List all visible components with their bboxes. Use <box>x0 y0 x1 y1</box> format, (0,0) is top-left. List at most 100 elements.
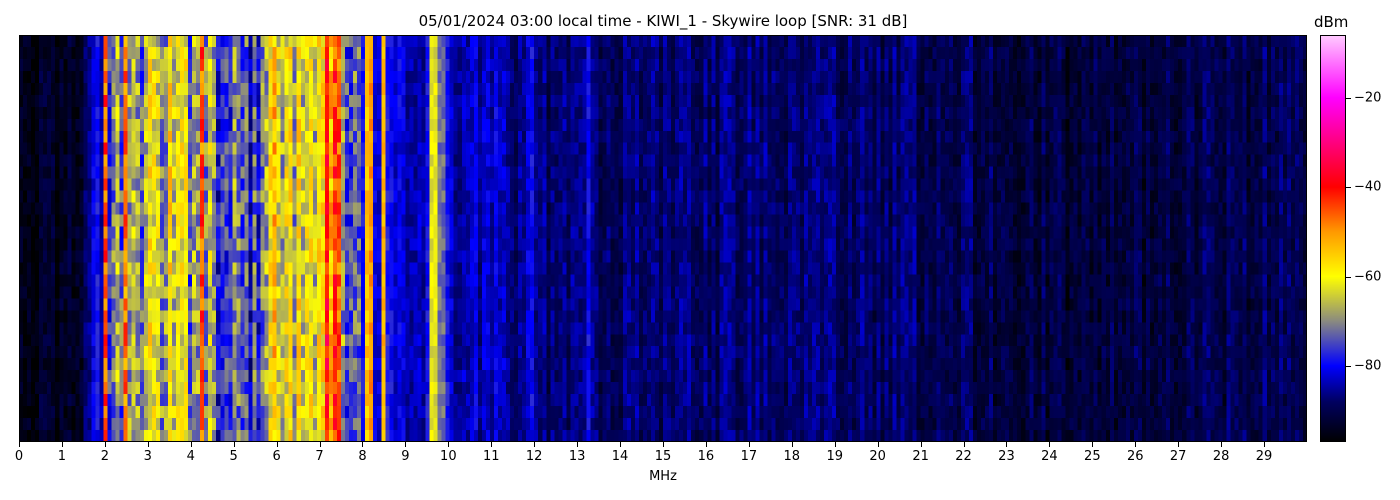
heatmap-cell <box>489 178 495 192</box>
heatmap-cell <box>87 418 93 431</box>
heatmap-cell <box>433 178 439 192</box>
heatmap-cell <box>461 298 467 311</box>
heatmap-cell <box>602 274 608 287</box>
heatmap-cell <box>71 190 76 204</box>
heatmap-cell <box>264 142 270 156</box>
heatmap-cell <box>51 406 56 419</box>
heatmap-cell <box>542 274 547 287</box>
heatmap-cell <box>196 382 201 395</box>
heatmap-cell <box>284 118 290 132</box>
heatmap-cell <box>369 178 374 192</box>
heatmap-cell <box>264 430 270 442</box>
heatmap-cell <box>586 118 592 132</box>
heatmap-cell <box>163 106 169 120</box>
heatmap-cell <box>91 46 97 60</box>
heatmap-cell <box>381 190 386 204</box>
heatmap-cell <box>188 430 193 442</box>
heatmap-cell <box>373 358 378 371</box>
heatmap-cell <box>518 202 523 216</box>
heatmap-cell <box>111 82 117 96</box>
heatmap-cell <box>357 238 362 252</box>
heatmap-cell <box>477 46 483 60</box>
heatmap-cell <box>574 418 580 431</box>
heatmap-cell <box>59 35 64 48</box>
heatmap-cell <box>268 190 274 204</box>
heatmap-cell <box>264 82 270 96</box>
heatmap-cell <box>260 346 266 359</box>
heatmap-cell <box>252 46 258 60</box>
heatmap-cell <box>312 298 318 311</box>
heatmap-cell <box>139 106 145 120</box>
heatmap-cell <box>316 82 322 96</box>
heatmap-cell <box>349 286 354 299</box>
heatmap-cell <box>324 178 330 192</box>
heatmap-cell <box>473 418 479 431</box>
heatmap-cell <box>83 274 89 287</box>
heatmap-cell <box>188 202 193 216</box>
heatmap-cell <box>63 82 68 96</box>
heatmap-cell <box>481 106 487 120</box>
heatmap-cell <box>248 298 254 311</box>
heatmap-cell <box>546 94 551 108</box>
heatmap-cell <box>493 202 499 216</box>
heatmap-cell <box>55 70 60 84</box>
heatmap-cell <box>139 418 145 431</box>
heatmap-cell <box>75 274 80 287</box>
heatmap-cell <box>477 370 483 383</box>
heatmap-cell <box>79 430 85 442</box>
heatmap-cell <box>369 94 374 108</box>
heatmap-cell <box>304 430 310 442</box>
heatmap-cell <box>453 334 459 347</box>
heatmap-cell <box>155 298 161 311</box>
heatmap-cell <box>485 382 491 395</box>
heatmap-cell <box>143 262 149 276</box>
heatmap-cell <box>502 190 507 204</box>
heatmap-cell <box>123 346 129 359</box>
heatmap-cell <box>232 58 237 72</box>
heatmap-cell <box>574 166 580 180</box>
heatmap-cell <box>606 298 612 311</box>
heatmap-cell <box>119 130 125 144</box>
heatmap-cell <box>272 118 278 132</box>
heatmap-cell <box>304 322 310 335</box>
heatmap-cell <box>562 94 568 108</box>
heatmap-cell <box>260 322 266 335</box>
heatmap-cell <box>320 154 326 168</box>
heatmap-cell <box>514 118 519 132</box>
heatmap-cell <box>421 418 427 431</box>
heatmap-cell <box>518 154 523 168</box>
heatmap-cell <box>514 166 519 180</box>
heatmap-cell <box>111 358 117 371</box>
heatmap-cell <box>489 154 495 168</box>
heatmap-cell <box>188 262 193 276</box>
heatmap-cell <box>345 106 350 120</box>
heatmap-cell <box>200 46 205 60</box>
heatmap-cell <box>578 35 584 48</box>
heatmap-cell <box>280 94 286 108</box>
heatmap-cell <box>554 322 559 335</box>
heatmap-cell <box>465 358 471 371</box>
heatmap-cell <box>401 394 407 407</box>
heatmap-cell <box>260 274 266 287</box>
heatmap-cell <box>59 94 64 108</box>
heatmap-cell <box>336 382 342 395</box>
heatmap-cell <box>405 106 411 120</box>
heatmap-cell <box>425 35 431 48</box>
heatmap-cell <box>493 130 499 144</box>
heatmap-cell <box>574 190 580 204</box>
heatmap-cell <box>506 430 511 442</box>
heatmap-cell <box>598 35 604 48</box>
heatmap-cell <box>151 406 157 419</box>
heatmap-cell <box>477 154 483 168</box>
heatmap-cell <box>594 58 600 72</box>
heatmap-cell <box>502 46 507 60</box>
heatmap-cell <box>208 394 213 407</box>
heatmap-cell <box>236 166 241 180</box>
heatmap-cell <box>461 430 467 442</box>
heatmap-cell <box>175 310 181 323</box>
heatmap-cell <box>506 346 511 359</box>
heatmap-cell <box>602 298 608 311</box>
heatmap-cell <box>123 46 129 60</box>
heatmap-cell <box>236 118 241 132</box>
heatmap-cell <box>514 322 519 335</box>
